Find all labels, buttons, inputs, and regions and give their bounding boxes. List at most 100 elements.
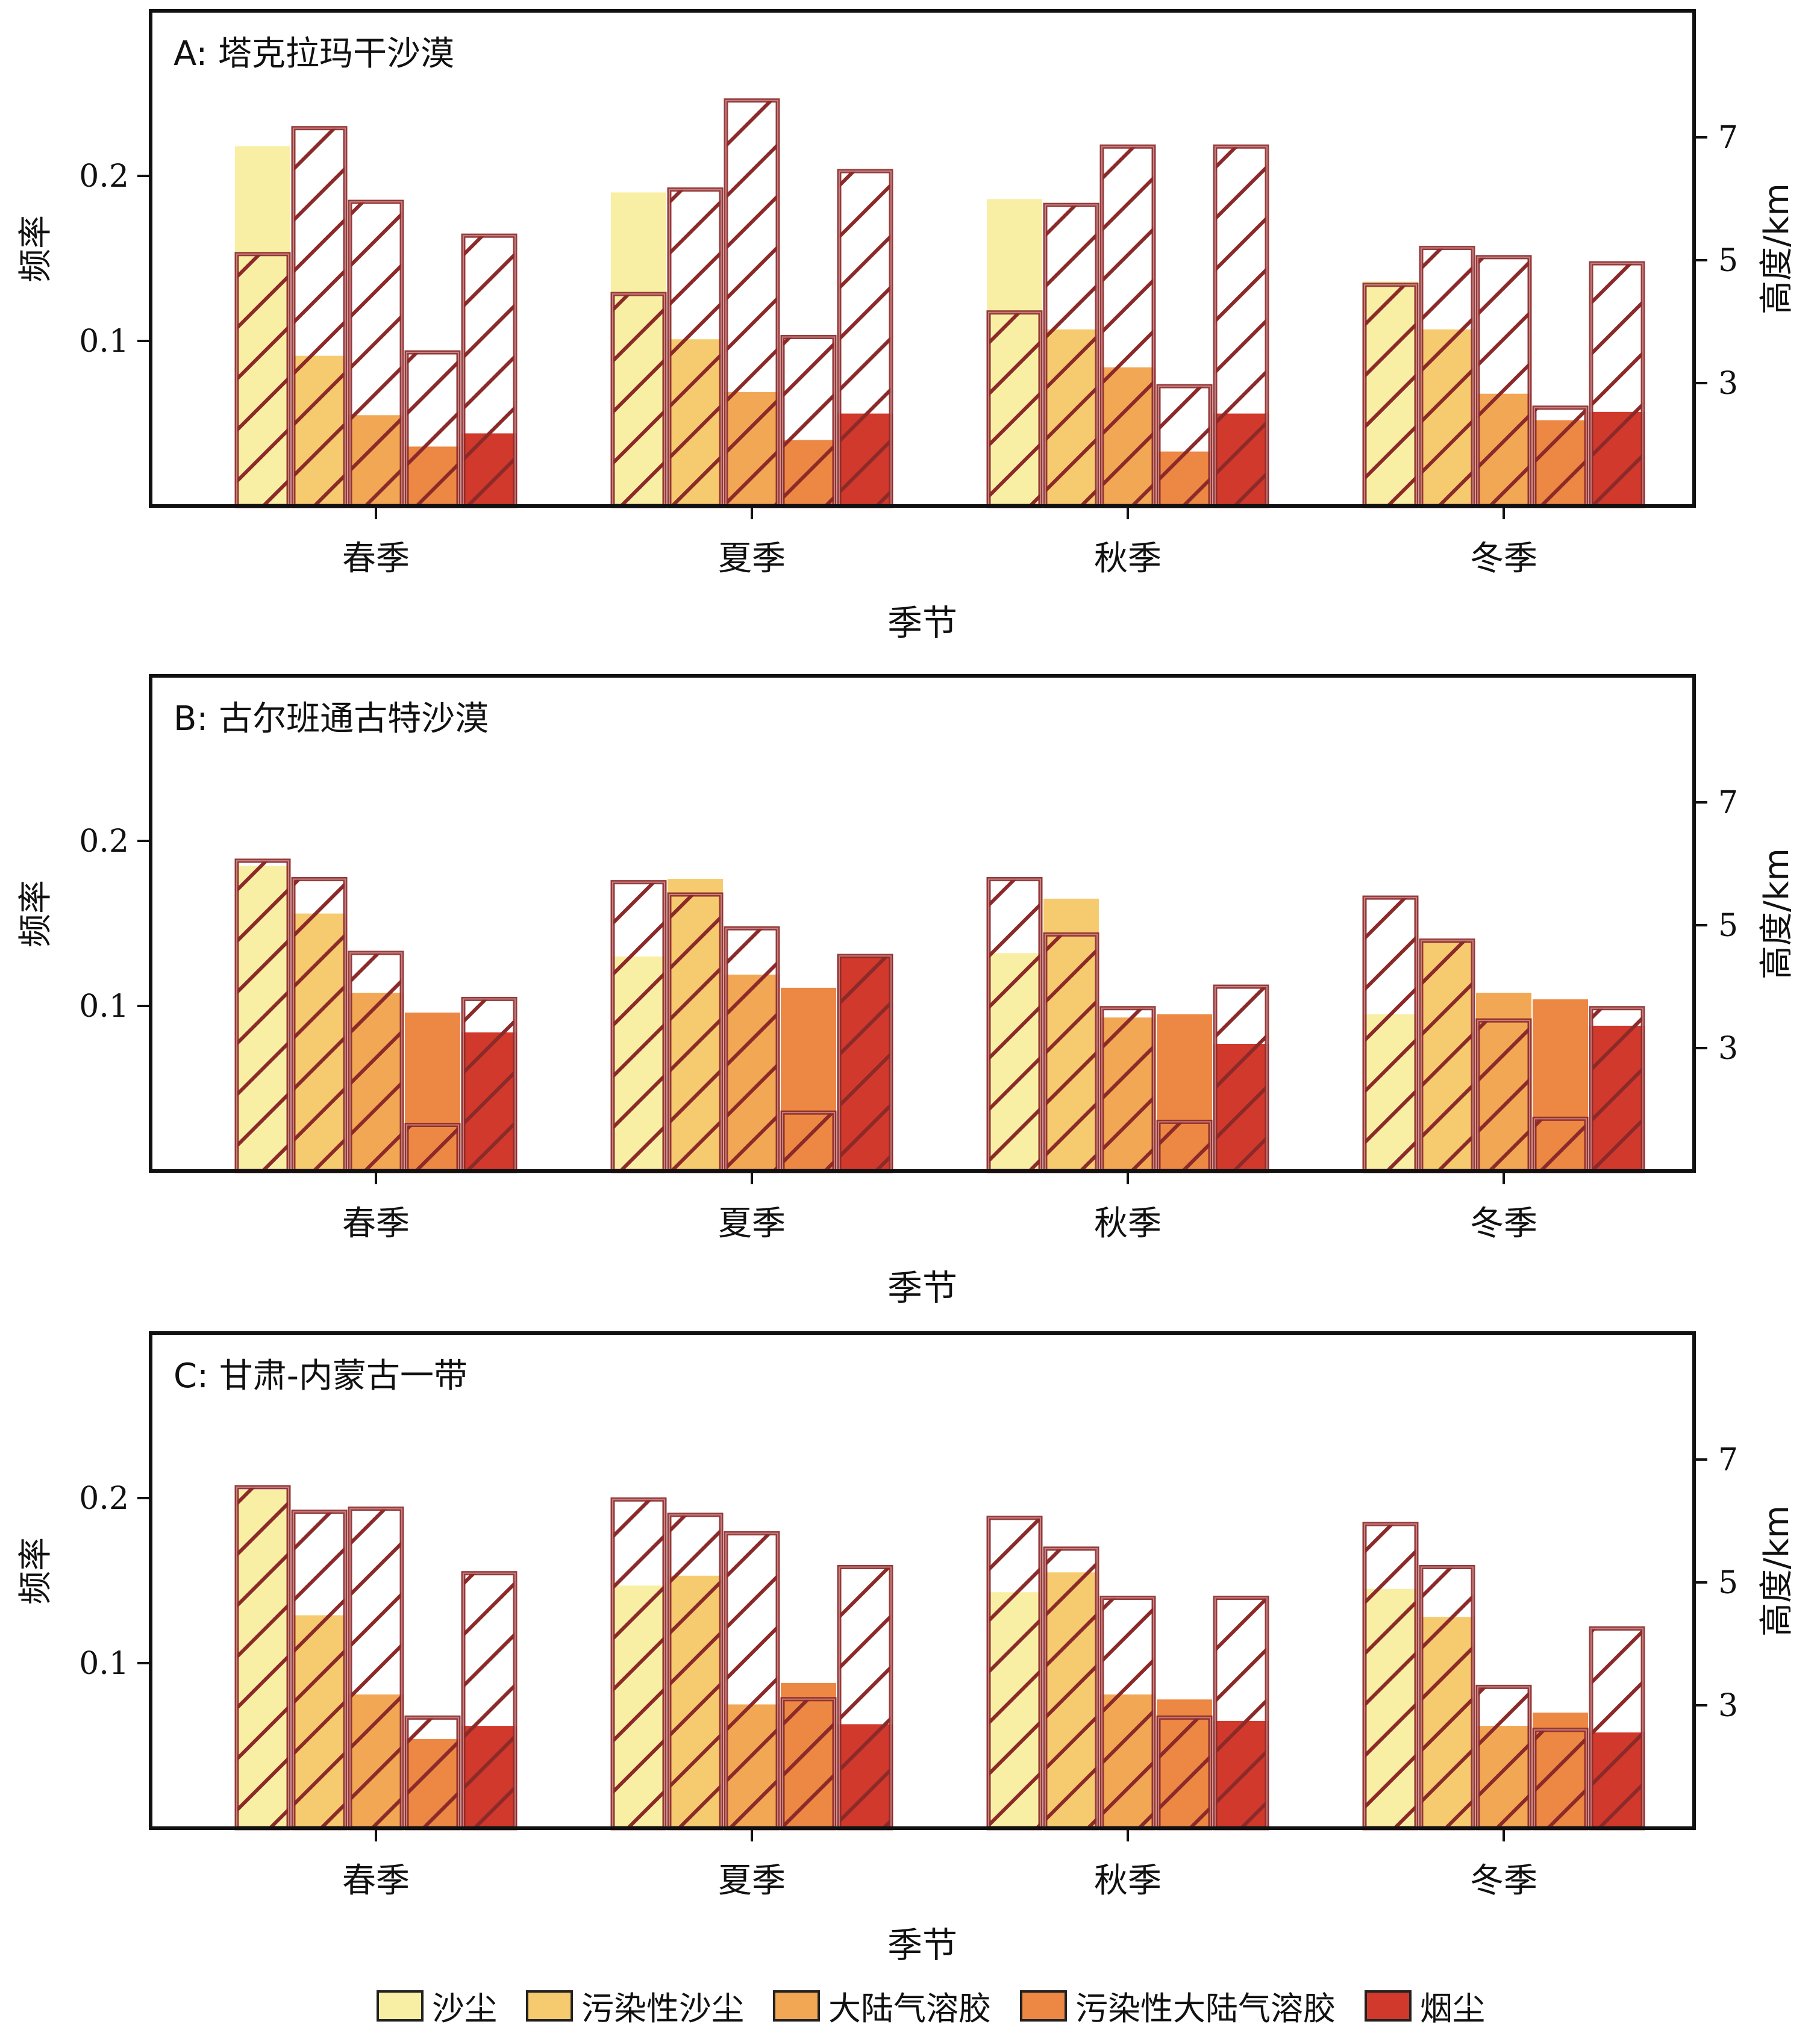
height-bar (837, 954, 893, 1173)
x-tick-label: 冬季 (1470, 1861, 1537, 1900)
height-bar (1156, 1715, 1213, 1831)
legend-swatch (1365, 1990, 1412, 2022)
left-tick-label: 0.2 (79, 823, 129, 860)
legend-swatch (773, 1990, 820, 2022)
height-bar (348, 1507, 404, 1831)
axes-frame (149, 674, 1696, 1173)
height-bar (1213, 984, 1269, 1173)
height-bar (348, 199, 404, 508)
x-tick-label: 秋季 (1094, 539, 1162, 578)
height-bar (1099, 144, 1156, 508)
height-bar (1043, 202, 1099, 508)
height-bar (1475, 1684, 1532, 1831)
height-bar (461, 233, 518, 508)
height-bar (234, 858, 291, 1173)
height-bar (1362, 283, 1419, 508)
left-tick-label: 0.1 (79, 323, 129, 360)
height-bar (986, 877, 1043, 1173)
left-tick-label: 0.2 (79, 158, 129, 195)
x-tick-label: 春季 (342, 1204, 410, 1243)
height-bar (986, 1516, 1043, 1831)
x-tick-label: 春季 (342, 539, 410, 578)
height-bar (1419, 938, 1475, 1173)
legend-label: 污染性沙尘 (581, 1990, 744, 2028)
height-bar (667, 187, 724, 508)
height-bar (724, 926, 780, 1173)
height-bar (1362, 1522, 1419, 1831)
x-tick-label: 春季 (342, 1861, 410, 1900)
height-bar (724, 1531, 780, 1831)
left-tick-label: 0.1 (79, 1646, 129, 1682)
height-bar (1475, 255, 1532, 508)
height-bar (461, 1571, 518, 1831)
height-bar (234, 252, 291, 508)
height-bar (1213, 1596, 1269, 1831)
right-tick-label: 3 (1718, 366, 1738, 402)
x-tick-label: 秋季 (1094, 1861, 1162, 1900)
height-bar (461, 996, 518, 1173)
height-bar (1213, 144, 1269, 508)
x-tick-label: 夏季 (718, 1204, 786, 1243)
height-bar (1589, 1626, 1645, 1831)
height-bar (404, 1123, 461, 1173)
height-bar (724, 98, 780, 508)
y-axis-label-left: 频率 (16, 880, 55, 948)
right-tick-label: 7 (1718, 785, 1738, 821)
right-tick-label: 5 (1718, 243, 1738, 279)
y-axis-label-left: 频率 (16, 1537, 55, 1605)
height-bar (291, 1510, 348, 1831)
axes-frame (149, 1331, 1696, 1830)
height-bar (610, 292, 667, 508)
legend-swatch (1020, 1990, 1067, 2022)
right-tick-label: 3 (1718, 1031, 1738, 1067)
height-bar (1532, 1728, 1589, 1831)
height-bar (234, 1485, 291, 1831)
x-axis-label: 季节 (887, 602, 957, 643)
x-axis-label: 季节 (887, 1925, 957, 1966)
height-bar (667, 892, 724, 1173)
legend-item-smoke: 烟尘 (1365, 1982, 1485, 2029)
height-bar (1419, 1565, 1475, 1831)
legend-item-dust: 沙尘 (377, 1982, 497, 2029)
legend-label: 大陆气溶胶 (828, 1990, 991, 2028)
height-bar (1475, 1018, 1532, 1173)
height-bar (780, 335, 837, 508)
right-tick-label: 3 (1718, 1688, 1738, 1724)
x-tick-label: 冬季 (1470, 1204, 1537, 1243)
height-bar (1589, 1006, 1645, 1173)
height-bar (837, 169, 893, 508)
height-bar (1589, 261, 1645, 508)
height-bar (667, 1513, 724, 1831)
height-bar (610, 880, 667, 1173)
legend: 沙尘 污染性沙尘 大陆气溶胶 污染性大陆气溶胶 烟尘 (377, 1982, 1514, 2029)
right-tick-label: 5 (1718, 1565, 1738, 1601)
height-bar (610, 1497, 667, 1831)
height-bar (1532, 1116, 1589, 1173)
y-axis-label-right: 高度/km (1757, 848, 1797, 979)
height-bar (1099, 1596, 1156, 1831)
height-bar (1156, 384, 1213, 508)
right-tick-label: 7 (1718, 120, 1738, 156)
panel-title: C: 甘肃-内蒙古一带 (174, 1357, 468, 1396)
height-bar (404, 350, 461, 508)
height-bar (1099, 1006, 1156, 1173)
panel-title: B: 古尔班通古特沙漠 (174, 699, 489, 739)
y-axis-label-right: 高度/km (1757, 1505, 1797, 1637)
height-bar (348, 951, 404, 1173)
height-bar (291, 877, 348, 1173)
height-bar (837, 1565, 893, 1831)
height-bar (1532, 405, 1589, 508)
left-tick-label: 0.1 (79, 988, 129, 1025)
height-bar (780, 1110, 837, 1173)
height-bar (780, 1697, 837, 1831)
right-tick-label: 5 (1718, 908, 1738, 944)
left-tick-label: 0.2 (79, 1481, 129, 1517)
legend-item-polluted-continental: 污染性大陆气溶胶 (1020, 1982, 1336, 2029)
x-tick-label: 秋季 (1094, 1204, 1162, 1243)
height-bar (986, 310, 1043, 508)
height-bar (1156, 1119, 1213, 1173)
height-bar (1043, 932, 1099, 1173)
legend-label: 烟尘 (1420, 1990, 1485, 2028)
